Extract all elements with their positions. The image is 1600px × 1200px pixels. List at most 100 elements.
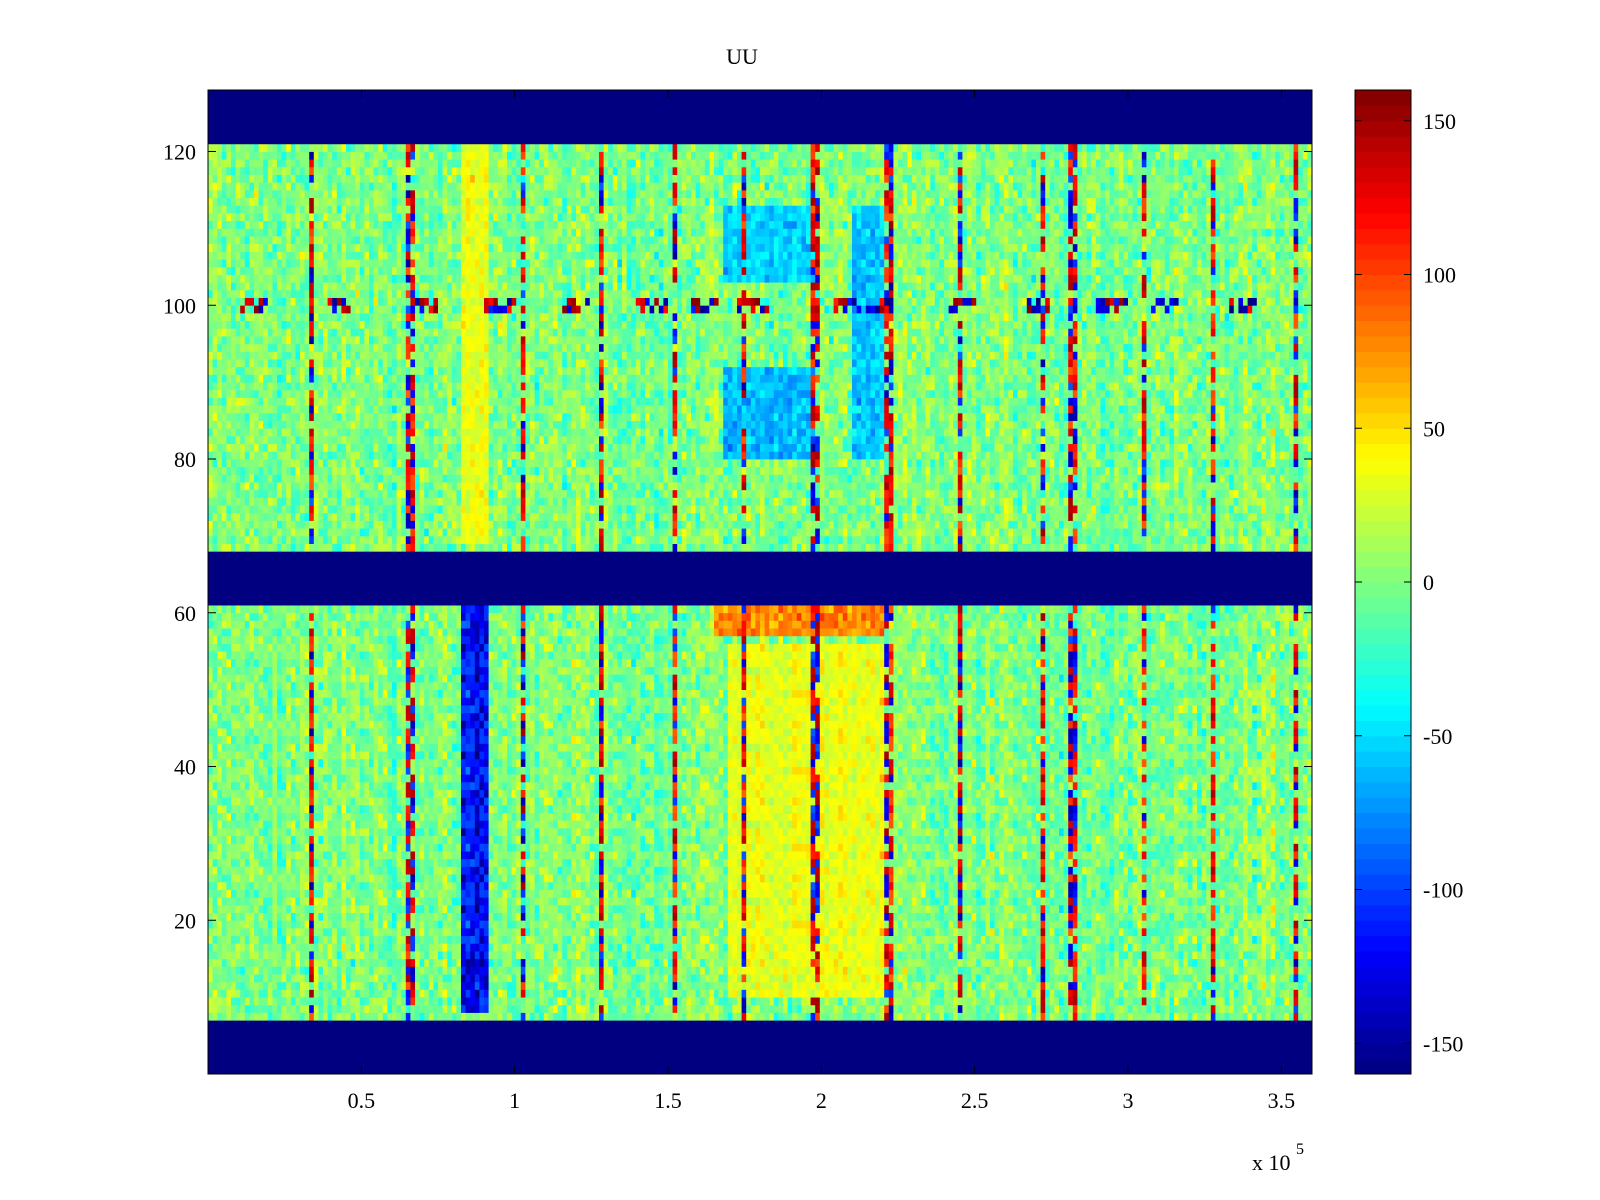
heatmap-cell <box>696 989 701 997</box>
heatmap-cell <box>341 989 346 997</box>
heatmap-cell <box>1174 997 1179 1005</box>
heatmap-cell <box>719 1005 724 1013</box>
heatmap-cell <box>323 982 328 990</box>
heatmap-cell <box>1197 1013 1202 1021</box>
heatmap-cell <box>484 989 489 997</box>
heatmap-cell <box>360 1013 365 1021</box>
heatmap-cell <box>424 997 429 1005</box>
heatmap-cell <box>525 989 530 997</box>
heatmap-cell <box>512 1005 517 1013</box>
heatmap-cell <box>1271 1013 1276 1021</box>
heatmap-cell <box>314 1013 319 1021</box>
heatmap-cell <box>811 1005 816 1013</box>
heatmap-cell <box>640 1013 645 1021</box>
heatmap-cell <box>346 982 351 990</box>
heatmap-cell <box>1202 1013 1207 1021</box>
heatmap-cell <box>272 1013 277 1021</box>
heatmap-cell <box>512 997 517 1005</box>
heatmap-cell <box>502 989 507 997</box>
heatmap-cell <box>272 997 277 1005</box>
heatmap-cell <box>953 1013 958 1021</box>
heatmap-cell <box>461 982 466 990</box>
heatmap-cell <box>1188 989 1193 997</box>
heatmap-cell <box>1248 1005 1253 1013</box>
heatmap-cell <box>268 1013 273 1021</box>
heatmap-cell <box>1077 1005 1082 1013</box>
heatmap-cell <box>226 989 231 997</box>
heatmap-cell <box>424 989 429 997</box>
heatmap-cell <box>355 982 360 990</box>
heatmap-cell <box>1165 1005 1170 1013</box>
heatmap-cell <box>323 1005 328 1013</box>
heatmap-cell <box>544 1013 549 1021</box>
heatmap-cell <box>673 1005 678 1013</box>
heatmap-cell <box>1096 1005 1101 1013</box>
heatmap-cell <box>930 1005 935 1013</box>
heatmap-cell <box>571 997 576 1005</box>
heatmap-cell <box>1096 997 1101 1005</box>
heatmap-cell <box>387 1013 392 1021</box>
heatmap-cell <box>447 1005 452 1013</box>
heatmap-cell <box>1128 989 1133 997</box>
heatmap-cell <box>650 1013 655 1021</box>
heatmap-cell <box>309 997 314 1005</box>
heatmap-cell <box>622 997 627 1005</box>
heatmap-cell <box>1220 1013 1225 1021</box>
heatmap-cell <box>650 997 655 1005</box>
heatmap-cell <box>530 989 535 997</box>
heatmap-cell <box>424 1005 429 1013</box>
heatmap-cell <box>631 1013 636 1021</box>
heatmap-cell <box>581 982 586 990</box>
heatmap-cell <box>208 1059 1312 1067</box>
heatmap-cell <box>406 982 411 990</box>
heatmap-cell <box>581 997 586 1005</box>
heatmap-cell <box>456 982 461 990</box>
heatmap-cell <box>346 1013 351 1021</box>
heatmap-cell <box>456 1005 461 1013</box>
heatmap-cell <box>341 1013 346 1021</box>
heatmap-cell <box>1050 989 1055 997</box>
heatmap-cell <box>1073 997 1078 1005</box>
heatmap-cell <box>1013 1005 1018 1013</box>
heatmap-cell <box>843 1013 848 1021</box>
heatmap-cell <box>875 1013 880 1021</box>
heatmap-cell <box>1179 989 1184 997</box>
heatmap-cell <box>1215 1005 1220 1013</box>
heatmap-cell <box>360 989 365 997</box>
heatmap-cell <box>438 997 443 1005</box>
heatmap-cell <box>383 1013 388 1021</box>
heatmap-cell <box>571 1013 576 1021</box>
heatmap-cell <box>213 989 218 997</box>
heatmap-cell <box>498 1013 503 1021</box>
heatmap-cell <box>769 989 774 997</box>
heatmap-cell <box>516 1013 521 1021</box>
heatmap-cell <box>880 1005 885 1013</box>
heatmap-cell <box>208 1051 1312 1059</box>
heatmap-cell <box>1018 1013 1023 1021</box>
heatmap-cell <box>332 1005 337 1013</box>
heatmap-cell <box>622 989 627 997</box>
heatmap-cell <box>709 997 714 1005</box>
heatmap-cell <box>1082 997 1087 1005</box>
heatmap-cell <box>231 989 236 997</box>
heatmap-cell <box>355 1005 360 1013</box>
heatmap-cell <box>493 997 498 1005</box>
heatmap-cell <box>374 1013 379 1021</box>
heatmap-figure: UU 0.5 1 1.5 2 2.5 3 3.5 20406080100120 x 10 5… <box>0 0 1600 1200</box>
heatmap-cell <box>1133 1013 1138 1021</box>
heatmap-cell <box>240 989 245 997</box>
heatmap-cell <box>995 1013 1000 1021</box>
heatmap-cell <box>383 989 388 997</box>
heatmap-cell <box>208 989 213 997</box>
heatmap-cell <box>1022 1005 1027 1013</box>
heatmap-cell <box>318 1013 323 1021</box>
heatmap-cell <box>774 1005 779 1013</box>
heatmap-cell <box>1220 1005 1225 1013</box>
heatmap-cell <box>870 1013 875 1021</box>
heatmap-cell <box>930 997 935 1005</box>
heatmap-cell <box>893 989 898 997</box>
heatmap-cell <box>650 989 655 997</box>
heatmap-cell <box>1036 1013 1041 1021</box>
heatmap-cell <box>355 997 360 1005</box>
heatmap-cell <box>369 1005 374 1013</box>
